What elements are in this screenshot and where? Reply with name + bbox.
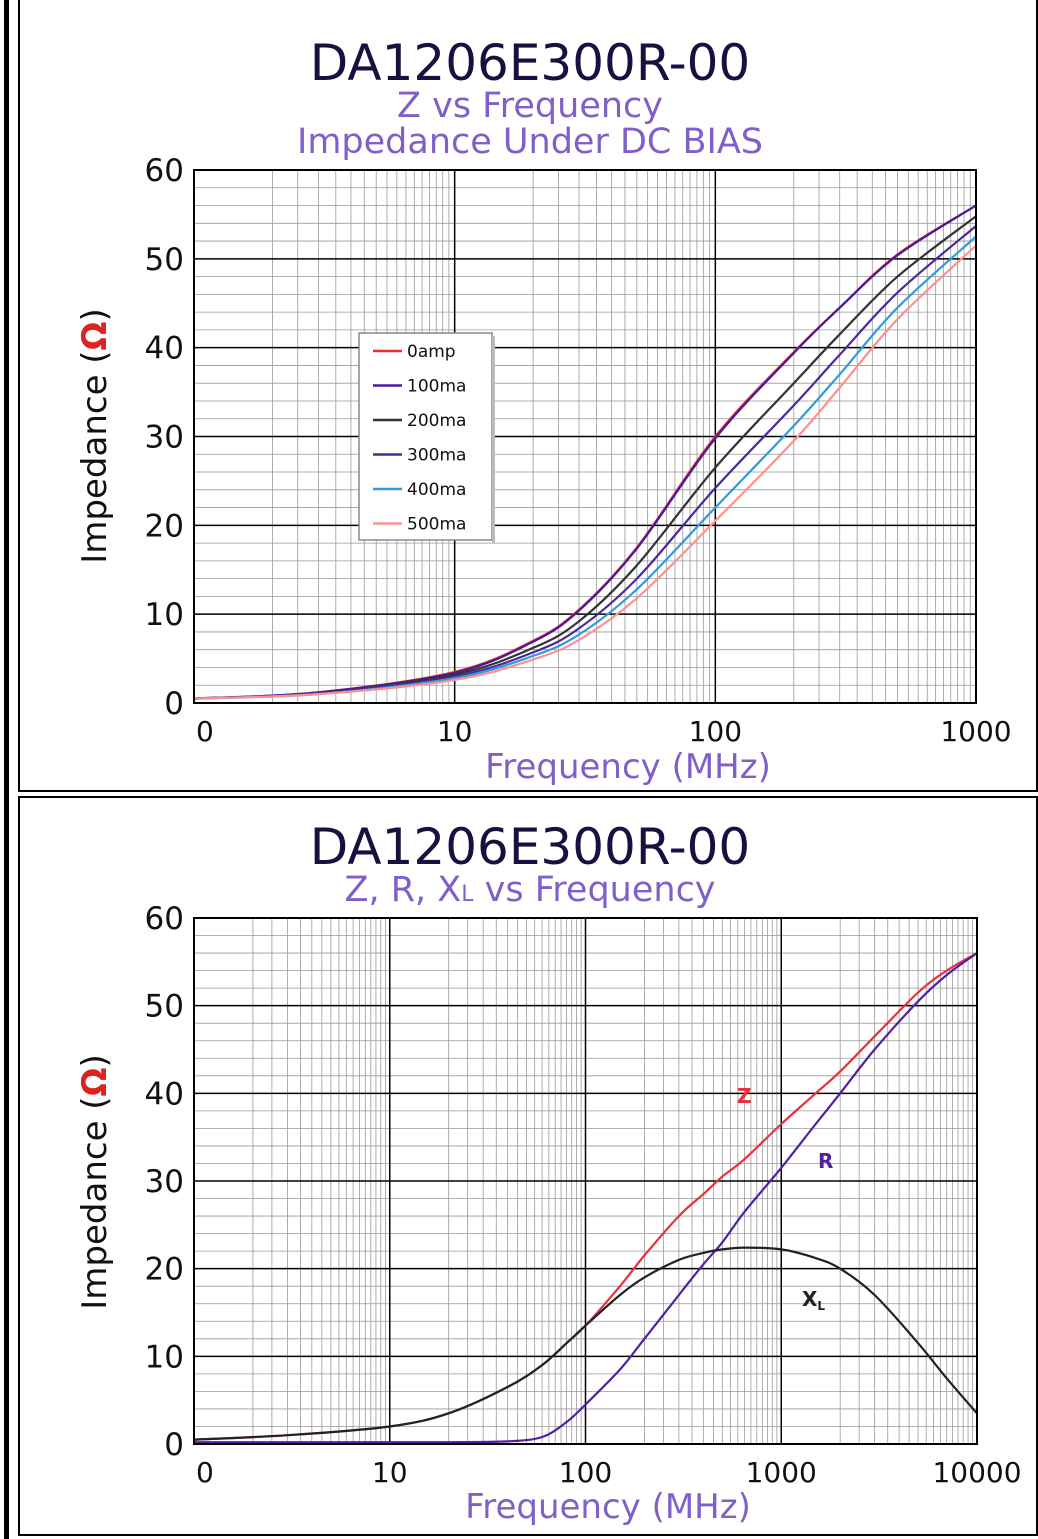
y-tick-label: 50 (145, 242, 184, 278)
y-tick-label: 20 (145, 1252, 184, 1288)
chart-subtitle-line-1: Z vs Frequency (397, 86, 663, 126)
y-tick-label: 30 (145, 1164, 184, 1200)
x-tick-label: 100 (689, 715, 742, 748)
y-tick-label: 0 (164, 1427, 184, 1463)
x-tick-label: 10000 (932, 1456, 1021, 1489)
x-tick-label: 0 (196, 1456, 214, 1489)
chart-subtitle: Z, R, XL vs Frequency (20, 872, 1038, 913)
x-tick-label: 1000 (940, 715, 1011, 748)
series-line-300ma (193, 225, 977, 700)
y-tick-label: 60 (145, 901, 184, 937)
series-label-main: Z (737, 1084, 752, 1108)
series-line-r (193, 952, 978, 1444)
x-axis-label: Frequency (MHz) (465, 1487, 751, 1527)
series-line-xl (193, 1246, 978, 1441)
subtitle-sub: L (461, 882, 474, 907)
legend-label-100ma: 100ma (407, 377, 466, 397)
legend: 0amp 100ma 200ma 300ma 400ma 500ma (358, 332, 495, 543)
legend-box (358, 332, 493, 541)
subtitle-pre: Z, R, X (344, 870, 462, 910)
y-axis-label-text: Impedance ( (75, 1096, 115, 1309)
y-tick-label: 0 (164, 686, 184, 722)
legend-shadow (492, 336, 495, 543)
legend-label-200ma: 200ma (407, 411, 466, 431)
ohm-symbol: Ω (75, 322, 115, 351)
series-label-main: R (818, 1149, 833, 1173)
y-tick-label: 50 (145, 989, 184, 1025)
y-tick-label: 10 (145, 597, 184, 633)
series-label-xl: XL (802, 1287, 825, 1313)
series-label-r: R (818, 1149, 833, 1173)
y-tick-label: 20 (145, 508, 184, 544)
legend-label-0amp: 0amp (407, 342, 456, 362)
y-axis-label-close: ) (75, 1054, 115, 1067)
chart-subtitle-line-2: Impedance Under DC BIAS (297, 122, 763, 162)
subtitle-post: vs Frequency (473, 870, 716, 910)
x-tick-label: 0 (196, 715, 214, 748)
ohm-symbol: Ω (75, 1068, 115, 1097)
series-line-500ma (193, 244, 977, 700)
left-border-bar (4, 0, 9, 1539)
y-tick-label: 10 (145, 1339, 184, 1375)
x-tick-label: 10 (372, 1456, 408, 1489)
chart-title: DA1206E300R-00 (309, 34, 751, 92)
chart-panel-z-r-xl: DA1206E300R-00 Z, R, XL vs Frequency 0 10… (18, 796, 1038, 1536)
chart-title: DA1206E300R-00 (309, 818, 751, 876)
x-tick-label: 1000 (746, 1456, 817, 1489)
y-tick-label: 40 (145, 1076, 184, 1112)
series-line-100ma (193, 204, 977, 700)
plot-frame (193, 169, 977, 704)
z-r-xl-chart: 0 10 20 30 40 50 60 0 10 100 1000 10000 Z R XL Frequ… (75, 901, 1022, 1527)
series-line-400ma (193, 235, 977, 700)
x-axis-label: Frequency (MHz) (485, 747, 771, 787)
series-label-subscript: L (817, 1299, 825, 1313)
y-axis-label-close: ) (75, 308, 115, 321)
y-axis-label: Impedance (Ω) (75, 1054, 115, 1309)
x-tick-label: 100 (559, 1456, 612, 1489)
impedance-dc-bias-chart: 0 10 20 30 40 50 60 0 10 100 1000 0amp 100ma 200ma 3… (75, 153, 1012, 787)
chart-panel-dc-bias: DA1206E300R-00 Z vs Frequency Impedance … (18, 0, 1038, 792)
legend-label-400ma: 400ma (407, 480, 466, 500)
y-axis-label: Impedance (Ω) (75, 308, 115, 563)
series-label-z: Z (737, 1084, 752, 1108)
y-axis-label-text: Impedance ( (75, 350, 115, 563)
y-tick-label: 30 (145, 420, 184, 456)
y-tick-label: 60 (145, 153, 184, 189)
y-tick-label: 40 (145, 331, 184, 367)
x-tick-label: 10 (437, 715, 473, 748)
series-label-main: X (802, 1287, 818, 1311)
legend-label-500ma: 500ma (407, 515, 466, 535)
plot-frame (193, 917, 978, 1445)
legend-label-300ma: 300ma (407, 446, 466, 466)
